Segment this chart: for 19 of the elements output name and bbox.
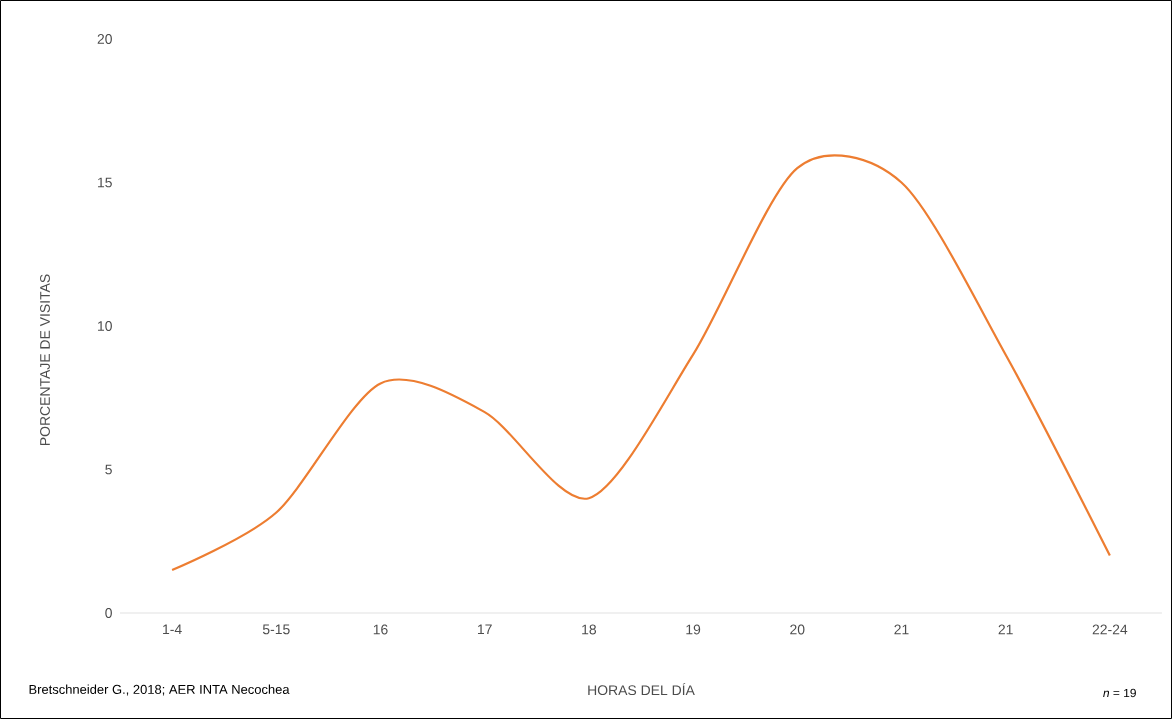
x-axis-title: HORAS DEL DÍA <box>588 682 695 696</box>
text: n = 19 <box>1103 688 1136 698</box>
y-tick-label: 10 <box>98 321 112 331</box>
x-tick-label: 20 <box>790 624 805 635</box>
y-tick-label: 20 <box>97 34 112 44</box>
x-tick-label: 1-4 <box>163 624 182 635</box>
x-tick-label: 16 <box>373 624 388 635</box>
x-tick-label: 18 <box>582 624 597 635</box>
y-axis-title: PORCENTAJE DE VISITAS <box>40 274 50 446</box>
y-tick-label: 0 <box>105 608 112 618</box>
x-tick-label: 21 <box>894 624 909 635</box>
y-tick-label: 5 <box>105 464 112 475</box>
text: Bretschneider G., 2018; AER INTA Necochea <box>29 684 290 696</box>
x-tick-label: 21 <box>998 624 1013 635</box>
y-tick-label: 15 <box>98 177 112 188</box>
x-tick-label: 19 <box>686 624 701 635</box>
x-tick-label: 17 <box>477 624 492 635</box>
x-tick-label: 5-15 <box>262 624 290 635</box>
x-tick-label: 22-24 <box>1092 624 1128 635</box>
